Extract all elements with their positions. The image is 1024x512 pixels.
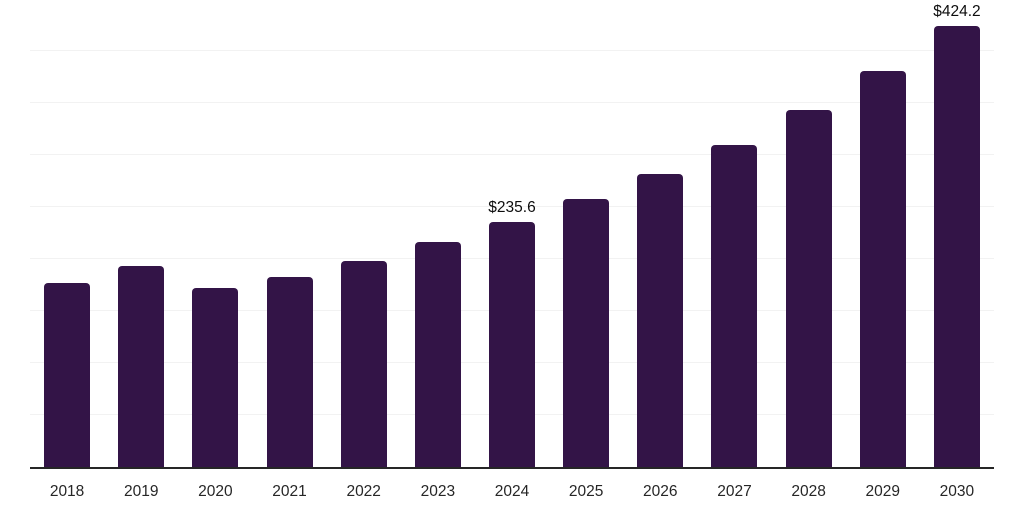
bar-2021[interactable] [266, 276, 313, 467]
x-tick-2023: 2023 [420, 483, 456, 500]
x-tick-2024: 2024 [494, 483, 530, 500]
bar-2029[interactable] [859, 70, 906, 467]
gridline-250 [30, 206, 994, 207]
bar-2025[interactable] [563, 198, 610, 467]
x-tick-2027: 2027 [717, 483, 752, 500]
bar-2028[interactable] [785, 110, 832, 467]
x-tick-2019: 2019 [123, 483, 159, 500]
bar-2022[interactable] [340, 261, 387, 467]
bar-2026[interactable] [637, 173, 684, 467]
bar-2030[interactable] [933, 25, 980, 467]
x-tick-2018: 2018 [49, 483, 85, 500]
x-axis-labels: 2018 2019 2020 2021 2022 2023 2024 2025 2026 2027… [30, 483, 994, 507]
gridline-350 [30, 102, 994, 103]
x-tick-2030: 2030 [939, 483, 975, 500]
data-label-2024: $235.6 [488, 198, 536, 216]
data-label-2030: $424.2 [933, 2, 981, 20]
x-tick-2021: 2021 [272, 483, 307, 500]
x-tick-2022: 2022 [346, 483, 381, 500]
x-tick-2026: 2026 [643, 483, 678, 500]
bar-2027[interactable] [711, 144, 758, 467]
bar-2023[interactable] [414, 242, 461, 467]
gridline-300 [30, 154, 994, 155]
x-tick-2020: 2020 [198, 483, 233, 500]
x-tick-2025: 2025 [568, 483, 604, 500]
x-tick-2029: 2029 [865, 483, 901, 500]
plot-area: $235.6 $424.2 [30, 0, 994, 469]
bar-2024[interactable] [489, 221, 535, 467]
x-tick-2028: 2028 [791, 483, 826, 500]
bar-2019[interactable] [118, 266, 165, 467]
gridline-400 [30, 50, 994, 51]
bar-2020[interactable] [192, 288, 239, 467]
bar-2018[interactable] [44, 282, 91, 467]
